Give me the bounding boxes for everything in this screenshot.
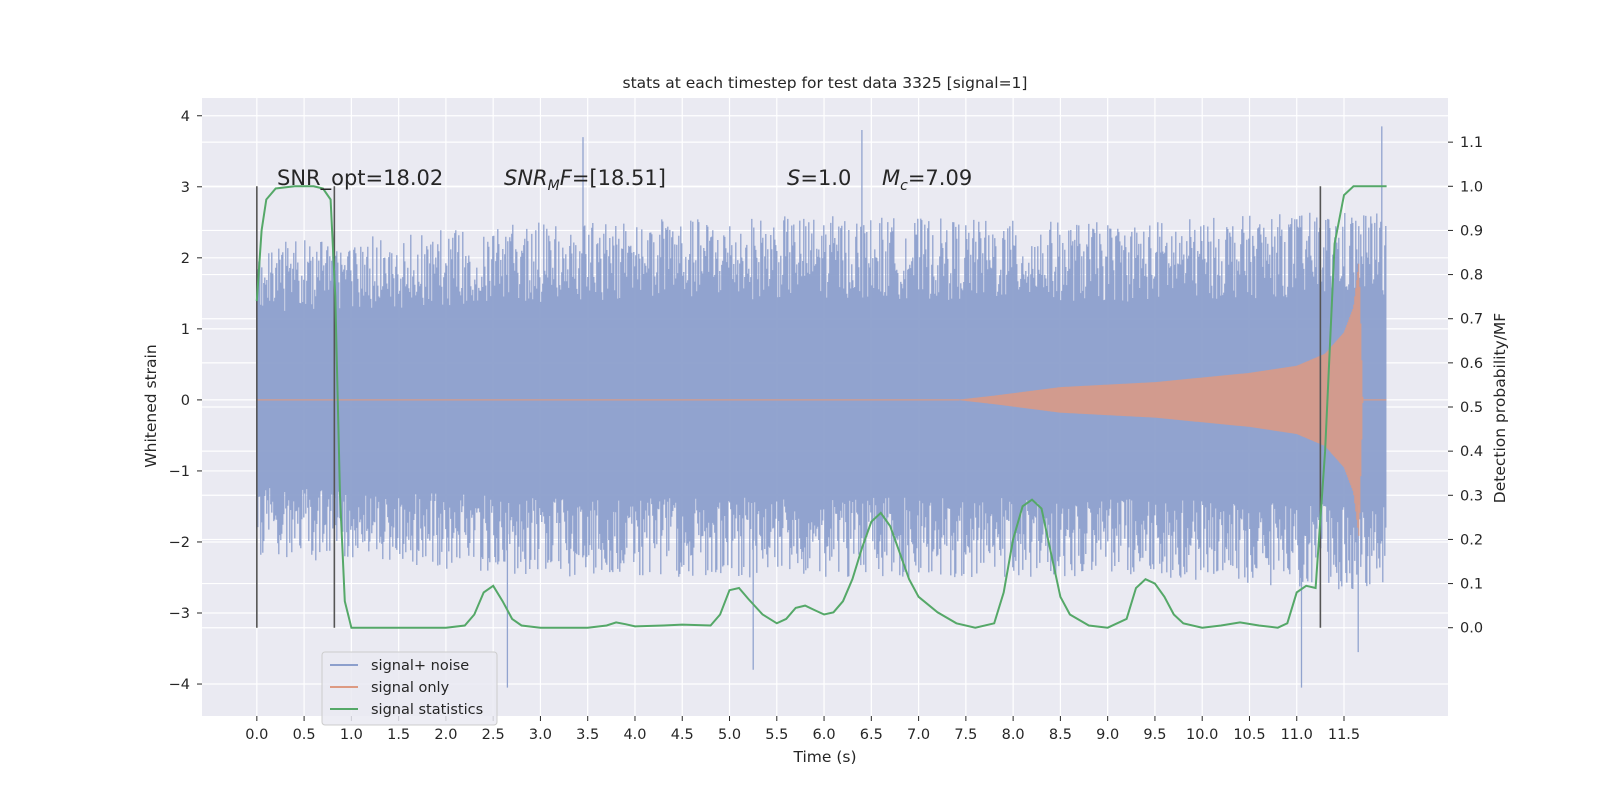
x-axis-ticks: 0.0 0.5 1.0 1.5 2.0 2.5 3.0 3.5 4.0 4.5 5.0 5.5 6.0 6… — [245, 716, 1360, 743]
x-tick-label: 0.5 — [293, 727, 316, 743]
y-right-tick-label: 0.3 — [1460, 488, 1483, 504]
x-tick-label: 8.0 — [1002, 727, 1025, 743]
signal-statistics-line — [255, 185, 1387, 629]
x-tick-label: 8.5 — [1049, 727, 1072, 743]
legend-label-signal-statistics: signal statistics — [371, 702, 483, 718]
x-tick-label: 1.0 — [340, 727, 363, 743]
legend: signal+ noise signal only signal statist… — [321, 651, 498, 726]
annotation-mc: Mc=7.09 — [882, 166, 972, 194]
x-tick-label: 7.5 — [954, 727, 977, 743]
y-tick-label: −2 — [169, 535, 190, 551]
x-tick-label: 3.5 — [576, 727, 599, 743]
chart-title: stats at each timestep for test data 332… — [623, 74, 1028, 92]
annotation-snr-mf: SNRMF=[18.51] — [504, 166, 666, 194]
y-right-tick-label: 0.0 — [1460, 621, 1483, 637]
y-tick-label: 3 — [181, 180, 190, 196]
y-tick-label: 2 — [181, 251, 190, 267]
y-right-tick-label: 1.0 — [1460, 179, 1483, 195]
x-tick-label: 2.5 — [482, 727, 505, 743]
y-tick-label: −1 — [169, 464, 190, 480]
x-tick-label: 6.5 — [860, 727, 883, 743]
y-axis-ticks: 4 3 2 1 0 −1 −2 −3 −4 — [169, 109, 202, 693]
y-right-tick-label: 0.8 — [1460, 268, 1483, 284]
x-tick-label: 9.0 — [1096, 727, 1119, 743]
legend-box — [321, 651, 498, 726]
x-tick-label: 9.5 — [1143, 727, 1166, 743]
x-tick-label: 10.0 — [1186, 727, 1218, 743]
y-right-axis-ticks: 1.1 1.0 0.9 0.8 0.7 0.6 0.5 0.4 0.3 0.2 0.1 0.0 — [1448, 135, 1483, 637]
y-right-tick-label: 0.4 — [1460, 444, 1483, 460]
y-right-tick-label: 0.5 — [1460, 400, 1483, 416]
y-tick-label: 0 — [181, 393, 190, 409]
x-tick-label: 1.5 — [387, 727, 410, 743]
y-right-tick-label: 0.7 — [1460, 312, 1483, 328]
y-right-tick-label: 0.1 — [1460, 577, 1483, 593]
y-tick-label: −3 — [169, 606, 190, 622]
x-tick-label: 4.5 — [671, 727, 694, 743]
legend-label-signal-noise: signal+ noise — [371, 658, 469, 674]
x-tick-label: 0.0 — [245, 727, 268, 743]
x-tick-label: 2.0 — [434, 727, 457, 743]
y-right-tick-label: 0.2 — [1460, 532, 1483, 548]
y-right-axis-label: Detection probability/MF — [1491, 313, 1509, 504]
x-tick-label: 3.0 — [529, 727, 552, 743]
series-signal-statistics — [255, 185, 1387, 629]
annotation-snr-mf-value: =[18.51] — [572, 166, 666, 190]
y-tick-label: 4 — [181, 109, 190, 125]
x-tick-label: 11.0 — [1281, 727, 1313, 743]
y-right-tick-label: 0.6 — [1460, 356, 1483, 372]
x-tick-label: 7.0 — [907, 727, 930, 743]
y-right-tick-label: 1.1 — [1460, 135, 1483, 151]
x-axis-label: Time (s) — [792, 748, 856, 766]
annotation-s-value: =1.0 — [800, 166, 851, 190]
x-tick-label: 5.5 — [765, 727, 788, 743]
y-axis-label: Whitened strain — [142, 344, 160, 467]
x-tick-label: 11.5 — [1328, 727, 1360, 743]
x-tick-label: 6.0 — [813, 727, 836, 743]
y-tick-label: −4 — [169, 677, 190, 693]
annotation-mc-value: =7.09 — [908, 166, 972, 190]
y-tick-label: 1 — [181, 322, 190, 338]
x-tick-label: 10.5 — [1233, 727, 1265, 743]
legend-label-signal-only: signal only — [371, 680, 450, 696]
annotation-snr-opt: SNR_opt=18.02 — [277, 166, 443, 191]
x-tick-label: 4.0 — [623, 727, 646, 743]
x-tick-label: 5.0 — [718, 727, 741, 743]
y-right-tick-label: 0.9 — [1460, 223, 1483, 239]
annotation-s: S=1.0 — [787, 166, 851, 190]
